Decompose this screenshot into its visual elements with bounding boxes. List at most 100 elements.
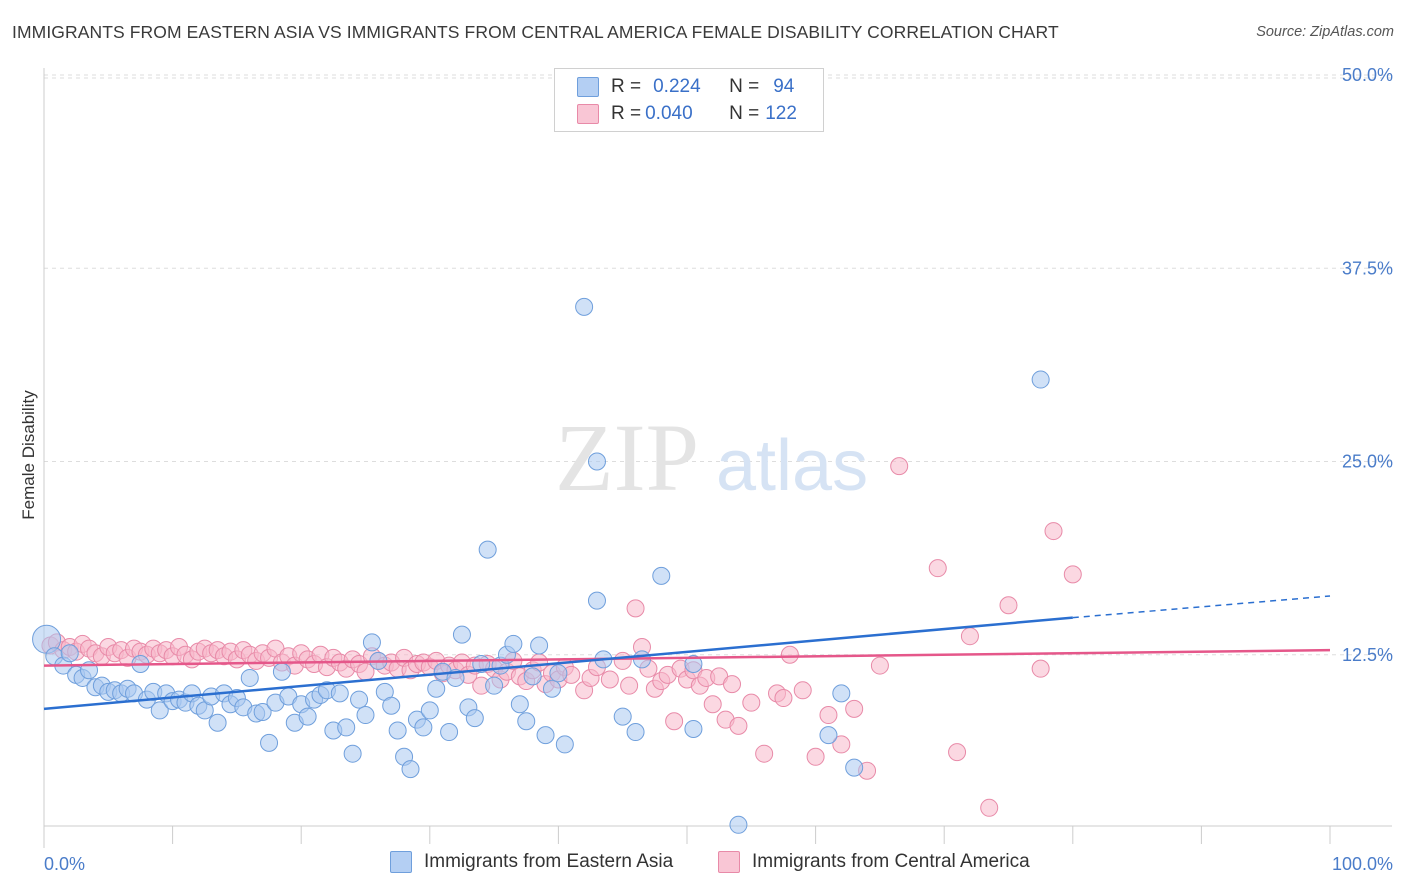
central-america-point — [626, 599, 645, 618]
central-america-point — [723, 675, 742, 694]
eastern-asia-trendline-extension — [1072, 595, 1331, 619]
legend-n-value: 122 — [765, 103, 797, 124]
eastern-asia-point — [414, 718, 433, 737]
eastern-asia-point — [575, 297, 594, 316]
grid-layer — [44, 74, 1392, 656]
eastern-asia-point — [272, 662, 291, 681]
eastern-asia-point — [465, 709, 484, 728]
central-america-point — [1063, 565, 1082, 584]
eastern-asia-point — [337, 718, 356, 737]
central-america-point — [620, 676, 639, 695]
central-america-point — [780, 645, 799, 664]
eastern-asia-point — [549, 664, 568, 683]
eastern-asia-point — [832, 684, 851, 703]
eastern-asia-point — [729, 815, 748, 834]
legend-r-label: R = — [611, 76, 642, 97]
eastern-asia-point — [253, 702, 272, 721]
eastern-asia-point — [517, 712, 536, 731]
correlation-legend: R = 0.224 N = 94 R = 0.040 N = 122 — [554, 68, 824, 132]
central-america-point — [613, 651, 632, 670]
eastern-asia-point — [542, 679, 561, 698]
eastern-asia-point — [330, 684, 349, 703]
eastern-asia-point — [626, 723, 645, 742]
legend-r-label: R = — [611, 103, 642, 124]
legend-swatch-pink — [577, 104, 599, 124]
legend-n-label: N = — [729, 103, 760, 124]
eastern-asia-point — [388, 721, 407, 740]
central-america-point — [600, 670, 619, 689]
eastern-asia-point — [60, 644, 79, 663]
central-america-point — [665, 712, 684, 731]
eastern-asia-point — [478, 540, 497, 559]
eastern-asia-point — [382, 696, 401, 715]
eastern-asia-point — [240, 668, 259, 687]
eastern-asia-point — [485, 676, 504, 695]
eastern-asia-point — [208, 713, 227, 732]
eastern-asia-point — [613, 707, 632, 726]
central-america-point — [980, 798, 999, 817]
points-layer — [32, 297, 1082, 834]
watermark-zip: ZIP — [555, 404, 699, 511]
central-america-point — [870, 656, 889, 675]
eastern-asia-point — [401, 760, 420, 779]
central-america-point — [819, 706, 838, 725]
central-america-point — [703, 695, 722, 714]
central-america-point — [1044, 522, 1063, 541]
legend-r-value: 0.224 — [653, 76, 701, 97]
eastern-asia-point — [684, 719, 703, 738]
eastern-asia-point — [555, 735, 574, 754]
eastern-asia-point — [587, 452, 606, 471]
central-america-trendline — [43, 648, 1331, 667]
x-tick-label-min: 0.0% — [44, 854, 85, 874]
central-america-point — [890, 457, 909, 476]
series-legend-label: Immigrants from Eastern Asia — [424, 851, 674, 872]
eastern-asia-point — [343, 744, 362, 763]
eastern-asia-point — [260, 733, 279, 752]
legend-r-value: 0.040 — [645, 103, 693, 124]
legend-row-eastern-asia: R = 0.224 N = 94 — [577, 74, 794, 100]
series-legend-eastern-asia: Immigrants from Eastern Asia — [390, 851, 673, 873]
eastern-asia-point — [440, 723, 459, 742]
y-axis-title: Female Disability — [19, 390, 38, 520]
central-america-point — [928, 559, 947, 578]
central-america-point — [960, 627, 979, 646]
central-america-point — [948, 743, 967, 762]
series-swatch-pink — [718, 851, 740, 873]
eastern-asia-point — [684, 655, 703, 674]
central-america-point — [1031, 659, 1050, 678]
watermark: ZIP atlas — [555, 404, 868, 511]
y-tick-label: 12.5% — [1342, 645, 1393, 665]
eastern-asia-point — [530, 636, 549, 655]
central-america-point — [999, 596, 1018, 615]
watermark-atlas: atlas — [716, 426, 868, 506]
central-america-point — [806, 747, 825, 766]
source-label: Source: ZipAtlas.com — [1256, 24, 1394, 40]
legend-n-label: N = — [729, 76, 760, 97]
eastern-asia-point — [427, 679, 446, 698]
series-legend-label: Immigrants from Central America — [752, 851, 1030, 872]
central-america-point — [832, 735, 851, 754]
eastern-asia-point — [523, 667, 542, 686]
eastern-asia-point — [845, 758, 864, 777]
central-america-point — [793, 681, 812, 700]
central-america-point — [729, 716, 748, 735]
eastern-asia-point — [1031, 370, 1050, 389]
legend-n-value: 94 — [773, 76, 795, 97]
legend-row-central-america: R = 0.040 N = 122 — [577, 101, 797, 127]
eastern-asia-point — [819, 726, 838, 745]
eastern-asia-point — [350, 690, 369, 709]
eastern-asia-trendline — [43, 616, 1073, 711]
axes-layer — [43, 68, 1392, 848]
central-america-point — [755, 744, 774, 763]
eastern-asia-point — [356, 706, 375, 725]
eastern-asia-point — [298, 707, 317, 726]
eastern-asia-point — [510, 695, 529, 714]
y-tick-label: 37.5% — [1342, 258, 1393, 278]
central-america-point — [774, 689, 793, 708]
series-legend: Immigrants from Eastern Asia Immigrants … — [0, 851, 1406, 879]
label-layer: 12.5% 25.0% 37.5% 50.0% 0.0% 100.0% — [44, 65, 1393, 874]
central-america-point — [845, 699, 864, 718]
legend-swatch-blue — [577, 77, 599, 97]
eastern-asia-point — [362, 633, 381, 652]
